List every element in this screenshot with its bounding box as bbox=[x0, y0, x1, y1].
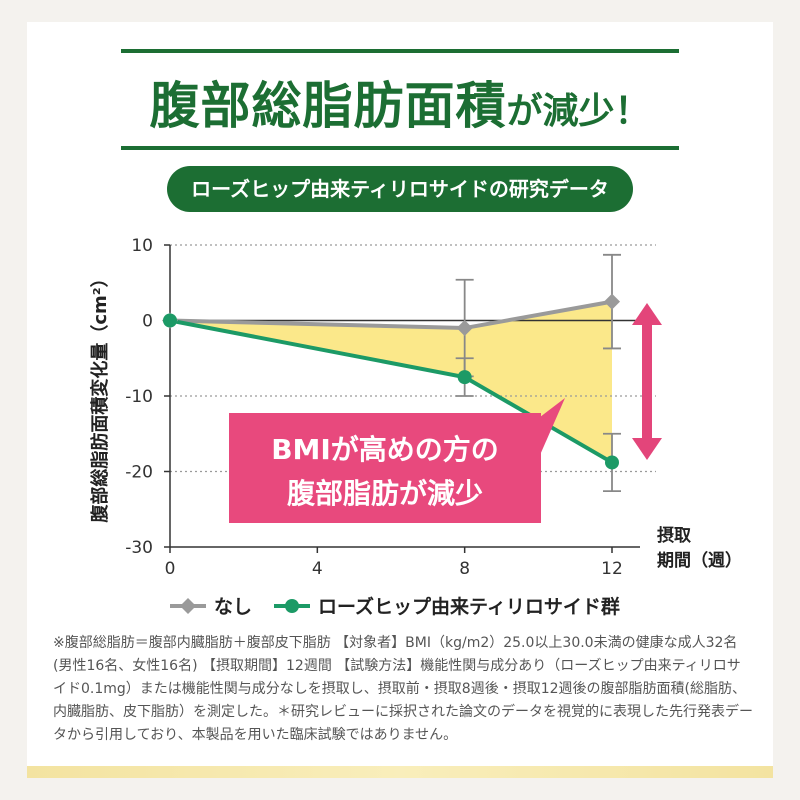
headline: 腹部総脂肪面積が減少！ bbox=[0, 66, 800, 138]
y-tick-label: -30 bbox=[125, 538, 153, 558]
y-tick-label: -10 bbox=[125, 387, 153, 407]
y-tick-label: 0 bbox=[142, 312, 153, 332]
bottom-decoration-band bbox=[27, 766, 773, 778]
difference-arrow-shaft bbox=[642, 323, 652, 440]
chart-subtitle: ローズヒップ由来ティリロサイドの研究データ bbox=[167, 166, 633, 212]
point-tiliroside bbox=[457, 370, 472, 385]
callout-line1: BMIが高めの方の bbox=[271, 433, 499, 466]
point-tiliroside bbox=[605, 455, 619, 470]
point-tiliroside bbox=[163, 313, 177, 328]
legend-marker-none bbox=[180, 598, 196, 614]
difference-arrow-head-up bbox=[632, 303, 662, 325]
y-tick-label: 10 bbox=[131, 236, 153, 256]
x-tick-label: 12 bbox=[601, 559, 623, 579]
chart: 10 0 -10 -20 -30 0 4 8 12 腹部総脂肪面積変化量（cm²） 摂取期間（週） B… bbox=[89, 236, 742, 618]
footnote: ※腹部総脂肪＝腹部内臓脂肪＋腹部皮下脂肪 【対象者】BMI（kg/m2）25.0… bbox=[53, 635, 753, 743]
callout-box bbox=[229, 413, 541, 523]
legend-label-none: なし bbox=[214, 596, 252, 618]
headline-top-rule bbox=[121, 49, 679, 53]
x-tick-label: 4 bbox=[312, 559, 323, 579]
headline-suffix: が減少！ bbox=[506, 91, 651, 132]
legend-label-tiliroside: ローズヒップ由来ティリロサイド群 bbox=[318, 595, 620, 618]
headline-main: 腹部総脂肪面積 bbox=[149, 77, 507, 135]
callout-line2: 腹部脂肪が減少 bbox=[287, 477, 483, 510]
headline-bottom-rule bbox=[121, 146, 679, 150]
difference-area bbox=[170, 301, 612, 463]
difference-arrow-head-down bbox=[632, 438, 662, 460]
y-tick-label: -20 bbox=[125, 463, 153, 483]
x-axis-label-line1: 摂取 bbox=[657, 525, 691, 546]
x-tick-label: 0 bbox=[165, 559, 176, 579]
x-axis-label-line2: 期間（週） bbox=[657, 550, 742, 571]
legend-marker-tiliroside bbox=[285, 599, 299, 613]
x-tick-label: 8 bbox=[459, 559, 470, 579]
point-none bbox=[604, 293, 620, 310]
y-axis-label: 腹部総脂肪面積変化量（cm²） bbox=[89, 269, 111, 522]
point-none bbox=[456, 320, 473, 337]
